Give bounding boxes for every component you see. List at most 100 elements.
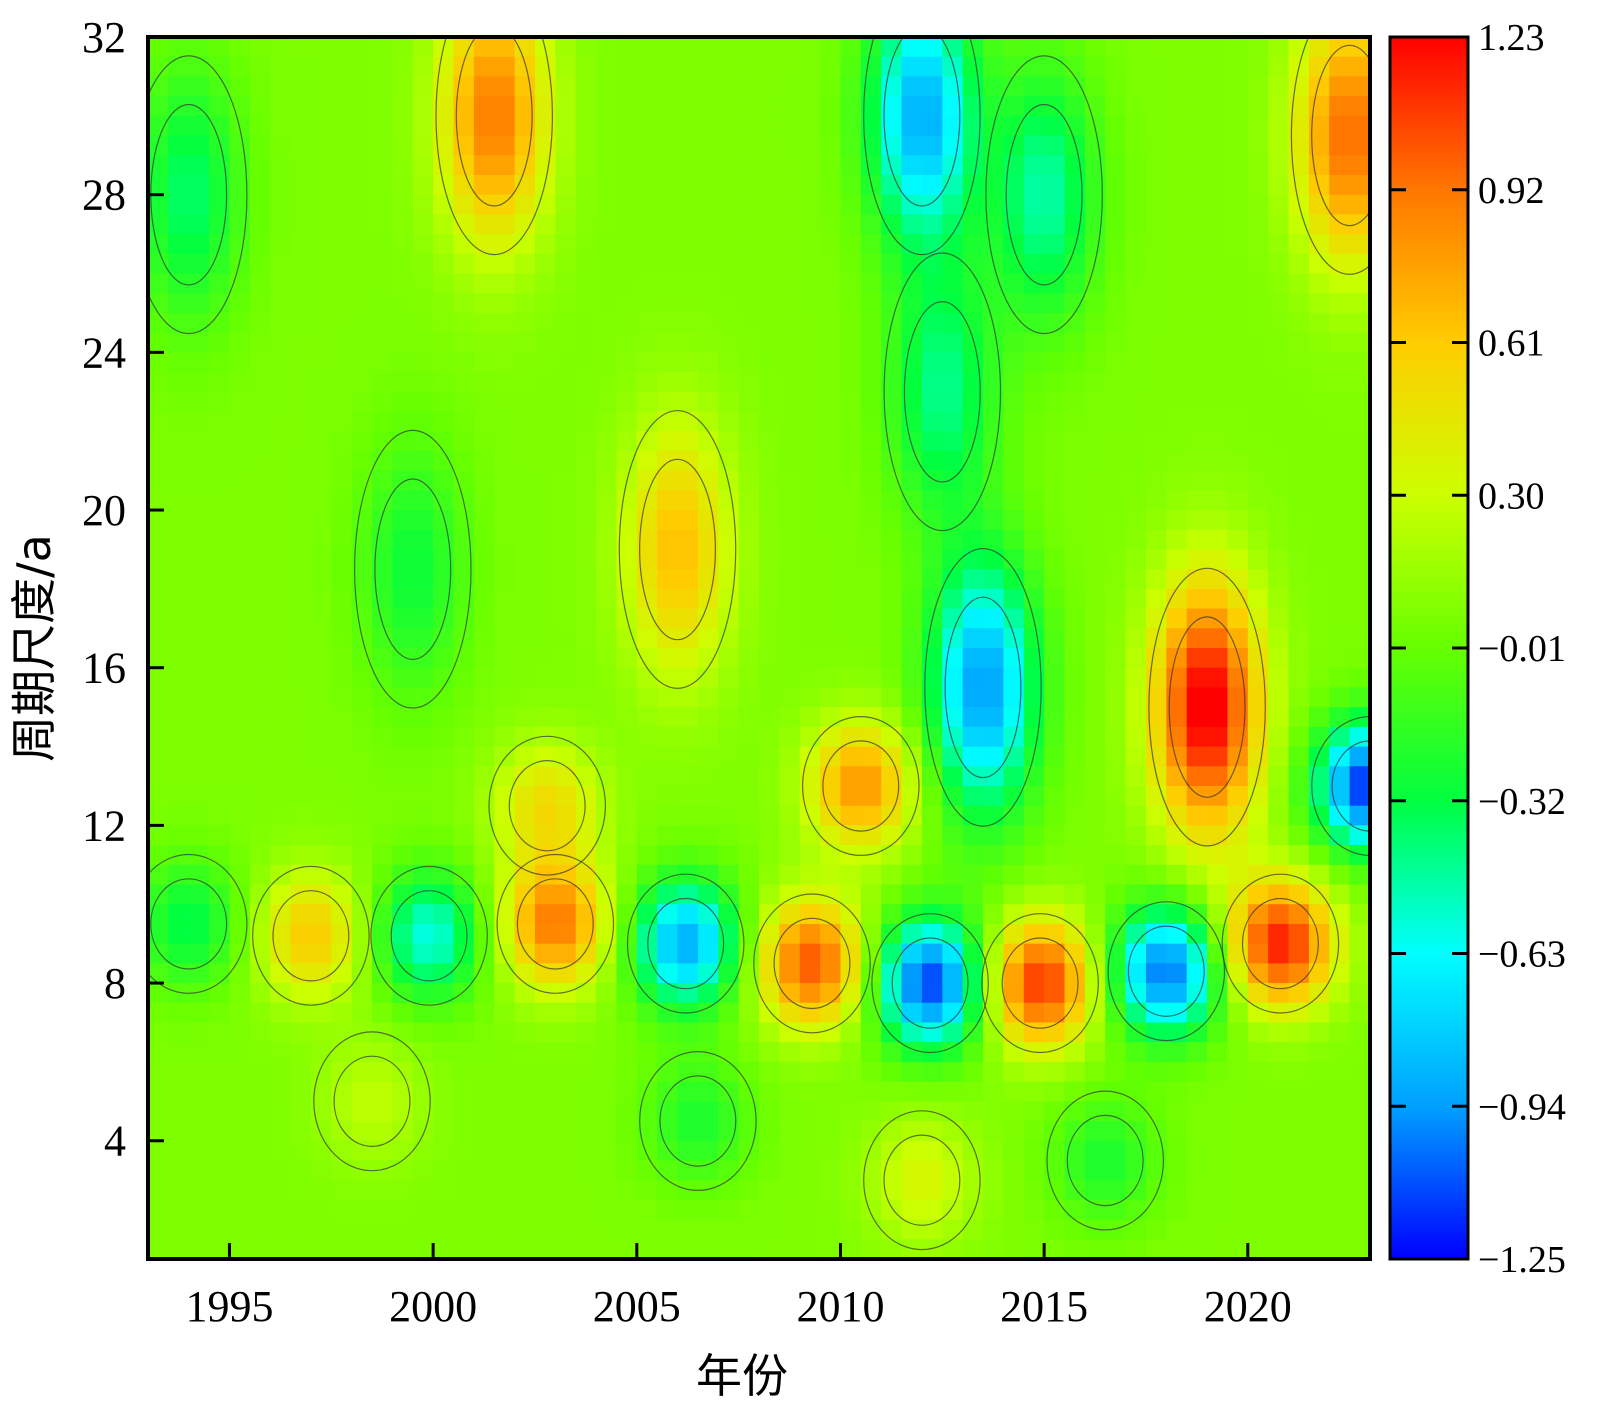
heatmap-cell — [534, 1219, 556, 1240]
heatmap-cell — [1329, 648, 1351, 669]
heatmap-cell — [1044, 726, 1066, 748]
heatmap-cell — [657, 470, 679, 491]
heatmap-cell — [596, 411, 618, 432]
heatmap-cell — [942, 1140, 964, 1162]
heatmap-cell — [1186, 825, 1208, 846]
heatmap-cell — [188, 1022, 210, 1043]
heatmap-cell — [209, 1180, 231, 1201]
heatmap-cell — [188, 194, 210, 215]
heatmap-cell — [453, 825, 475, 846]
heatmap-cell — [310, 391, 332, 413]
heatmap-cell — [1186, 687, 1208, 708]
heatmap-cells — [148, 37, 1370, 1259]
heatmap-cell — [1166, 746, 1188, 767]
heatmap-cell — [1247, 588, 1269, 610]
heatmap-cell — [249, 56, 271, 78]
heatmap-cell — [453, 293, 475, 314]
heatmap-cell — [1308, 904, 1330, 925]
heatmap-cell — [229, 431, 251, 452]
heatmap-cell — [1288, 648, 1310, 669]
heatmap-cell — [1003, 805, 1025, 826]
heatmap-cell — [901, 726, 923, 748]
heatmap-cell — [433, 785, 455, 807]
heatmap-cell — [1288, 923, 1310, 945]
heatmap-cell — [351, 1081, 373, 1102]
heatmap-cell — [555, 391, 577, 413]
heatmap-cell — [921, 569, 943, 590]
heatmap-cell — [962, 391, 984, 413]
heatmap-cell — [433, 155, 455, 176]
heatmap-cell — [1227, 1140, 1249, 1162]
heatmap-cell — [1003, 707, 1025, 728]
heatmap-cell — [310, 983, 332, 1004]
heatmap-cell — [596, 766, 618, 787]
heatmap-cell — [188, 234, 210, 255]
y-tick-label: 12 — [82, 801, 126, 850]
heatmap-cell — [392, 352, 414, 373]
heatmap-cell — [1207, 687, 1229, 708]
contour-line — [455, 37, 533, 207]
heatmap-cell — [351, 1121, 373, 1142]
heatmap-cell — [779, 549, 801, 570]
heatmap-cell — [331, 174, 353, 196]
heatmap-cell — [636, 1121, 658, 1142]
heatmap-cell — [779, 983, 801, 1004]
heatmap-cell — [1268, 510, 1290, 531]
contour-line — [1241, 897, 1319, 990]
heatmap-cell — [881, 529, 903, 551]
heatmap-cell — [1288, 470, 1310, 491]
heatmap-cell — [168, 1239, 190, 1259]
heatmap-cell — [921, 923, 943, 945]
heatmap-cell — [1105, 845, 1127, 866]
heatmap-cell — [249, 96, 271, 117]
heatmap-cell — [392, 1061, 414, 1083]
heatmap-cell — [779, 707, 801, 728]
heatmap-cell — [453, 845, 475, 866]
heatmap-cell — [596, 470, 618, 491]
heatmap-cell — [1166, 194, 1188, 215]
heatmap-cell — [1308, 96, 1330, 117]
heatmap-cell — [1308, 864, 1330, 886]
heatmap-cell — [270, 884, 292, 905]
heatmap-cell — [901, 825, 923, 846]
heatmap-cell — [310, 1219, 332, 1240]
heatmap-cell — [1084, 1101, 1106, 1122]
heatmap-cell — [1227, 1061, 1249, 1083]
heatmap-cell — [1288, 332, 1310, 353]
heatmap-cell — [1145, 864, 1167, 886]
heatmap-cell — [881, 1061, 903, 1083]
heatmap-cell — [860, 766, 882, 787]
heatmap-cell — [351, 174, 373, 196]
heatmap-cell — [840, 588, 862, 610]
heatmap-cell — [616, 707, 638, 728]
heatmap-cell — [494, 76, 516, 97]
heatmap-cell — [555, 1101, 577, 1122]
heatmap-cell — [1125, 450, 1147, 472]
heatmap-cell — [270, 470, 292, 491]
heatmap-cell — [1349, 76, 1370, 97]
heatmap-cell — [799, 115, 821, 137]
heatmap-cell — [1023, 825, 1045, 846]
heatmap-cell — [1349, 825, 1370, 846]
heatmap-cell — [270, 490, 292, 511]
heatmap-cell — [1105, 234, 1127, 255]
heatmap-cell — [1268, 56, 1290, 78]
heatmap-cell — [942, 352, 964, 373]
heatmap-cell — [881, 983, 903, 1004]
heatmap-cell — [596, 1160, 618, 1181]
heatmap-cell — [1288, 431, 1310, 452]
heatmap-cell — [310, 1022, 332, 1043]
heatmap-cell — [310, 1101, 332, 1122]
heatmap-cell — [1207, 904, 1229, 925]
heatmap-cell — [351, 115, 373, 137]
heatmap-cell — [881, 194, 903, 215]
heatmap-cell — [1247, 194, 1269, 215]
contour-line — [1127, 925, 1205, 1017]
heatmap-cell — [901, 293, 923, 314]
heatmap-cell — [249, 115, 271, 137]
heatmap-cell — [1064, 845, 1086, 866]
heatmap-cell — [453, 1042, 475, 1063]
heatmap-cell — [921, 37, 943, 58]
heatmap-cell — [738, 1081, 760, 1102]
heatmap-cell — [697, 372, 719, 393]
